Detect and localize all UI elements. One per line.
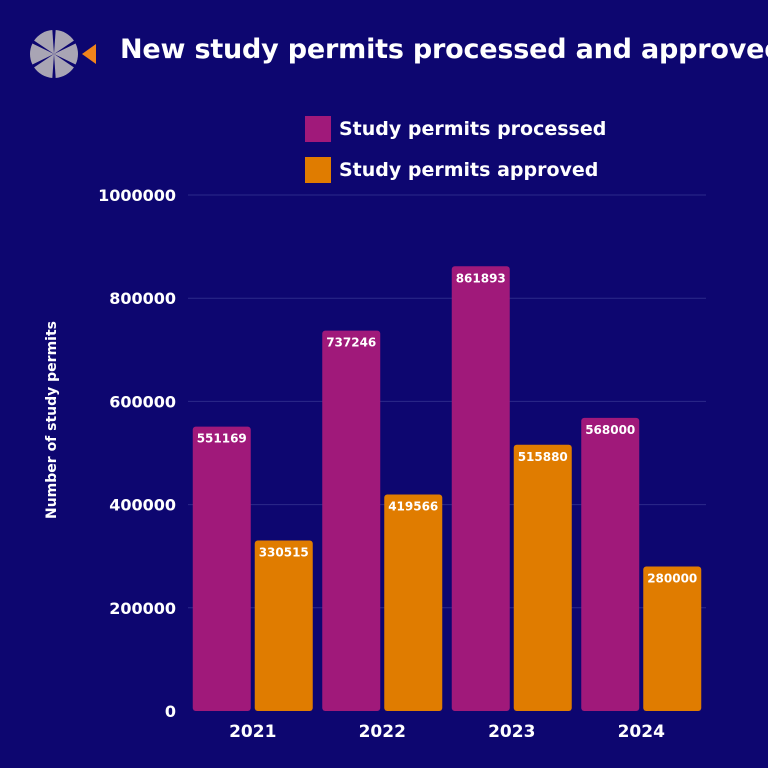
logo-segment xyxy=(54,30,74,54)
data-labels: 551169 330515 737246 419566 861893 515880 5680… xyxy=(197,271,698,585)
y-axis-ticks: 0 200000 400000 600000 800000 1000000 xyxy=(98,186,176,721)
y-tick-label: 800000 xyxy=(109,289,176,308)
legend-swatch-approved xyxy=(305,157,331,183)
y-tick-label: 400000 xyxy=(109,496,176,515)
logo-segment xyxy=(54,43,78,65)
bar-processed-2021 xyxy=(192,426,251,711)
bars xyxy=(192,266,702,711)
legend-item-processed: Study permits processed xyxy=(305,116,606,142)
bar-approved-2023 xyxy=(513,444,572,711)
legend-swatch-processed xyxy=(305,116,331,142)
x-axis-categories: 2021 2022 2023 2024 xyxy=(229,722,665,742)
x-tick-label: 2024 xyxy=(618,722,665,742)
bar-processed-2024 xyxy=(581,417,640,711)
data-label: 551169 xyxy=(197,432,247,446)
data-label: 330515 xyxy=(259,545,309,559)
x-tick-label: 2023 xyxy=(488,722,535,742)
logo-segment xyxy=(54,54,74,78)
x-tick-label: 2021 xyxy=(229,722,276,742)
data-label: 419566 xyxy=(388,500,438,514)
logo-segment xyxy=(34,54,54,78)
data-label: 515880 xyxy=(518,450,568,464)
logo-segment xyxy=(29,43,54,65)
y-tick-label: 1000000 xyxy=(98,186,176,205)
legend-label-approved: Study permits approved xyxy=(339,159,599,181)
x-tick-label: 2022 xyxy=(359,722,406,742)
bar-approved-2022 xyxy=(384,494,443,711)
legend-item-approved: Study permits approved xyxy=(305,157,598,183)
bar-approved-2021 xyxy=(254,540,313,711)
legend-label-processed: Study permits processed xyxy=(339,118,607,140)
data-label: 568000 xyxy=(585,423,635,437)
bar-processed-2023 xyxy=(451,266,510,711)
bar-approved-2024 xyxy=(643,566,702,711)
data-label: 861893 xyxy=(456,271,506,285)
data-label: 737246 xyxy=(326,336,376,350)
y-tick-label: 600000 xyxy=(109,392,176,411)
y-tick-label: 0 xyxy=(165,702,176,721)
bar-processed-2022 xyxy=(322,330,381,711)
logo-segment xyxy=(34,30,54,54)
chart-title: New study permits processed and approved xyxy=(120,34,768,65)
data-label: 280000 xyxy=(647,572,697,586)
segmented-circle-logo-icon xyxy=(29,30,96,78)
y-tick-label: 200000 xyxy=(109,599,176,618)
